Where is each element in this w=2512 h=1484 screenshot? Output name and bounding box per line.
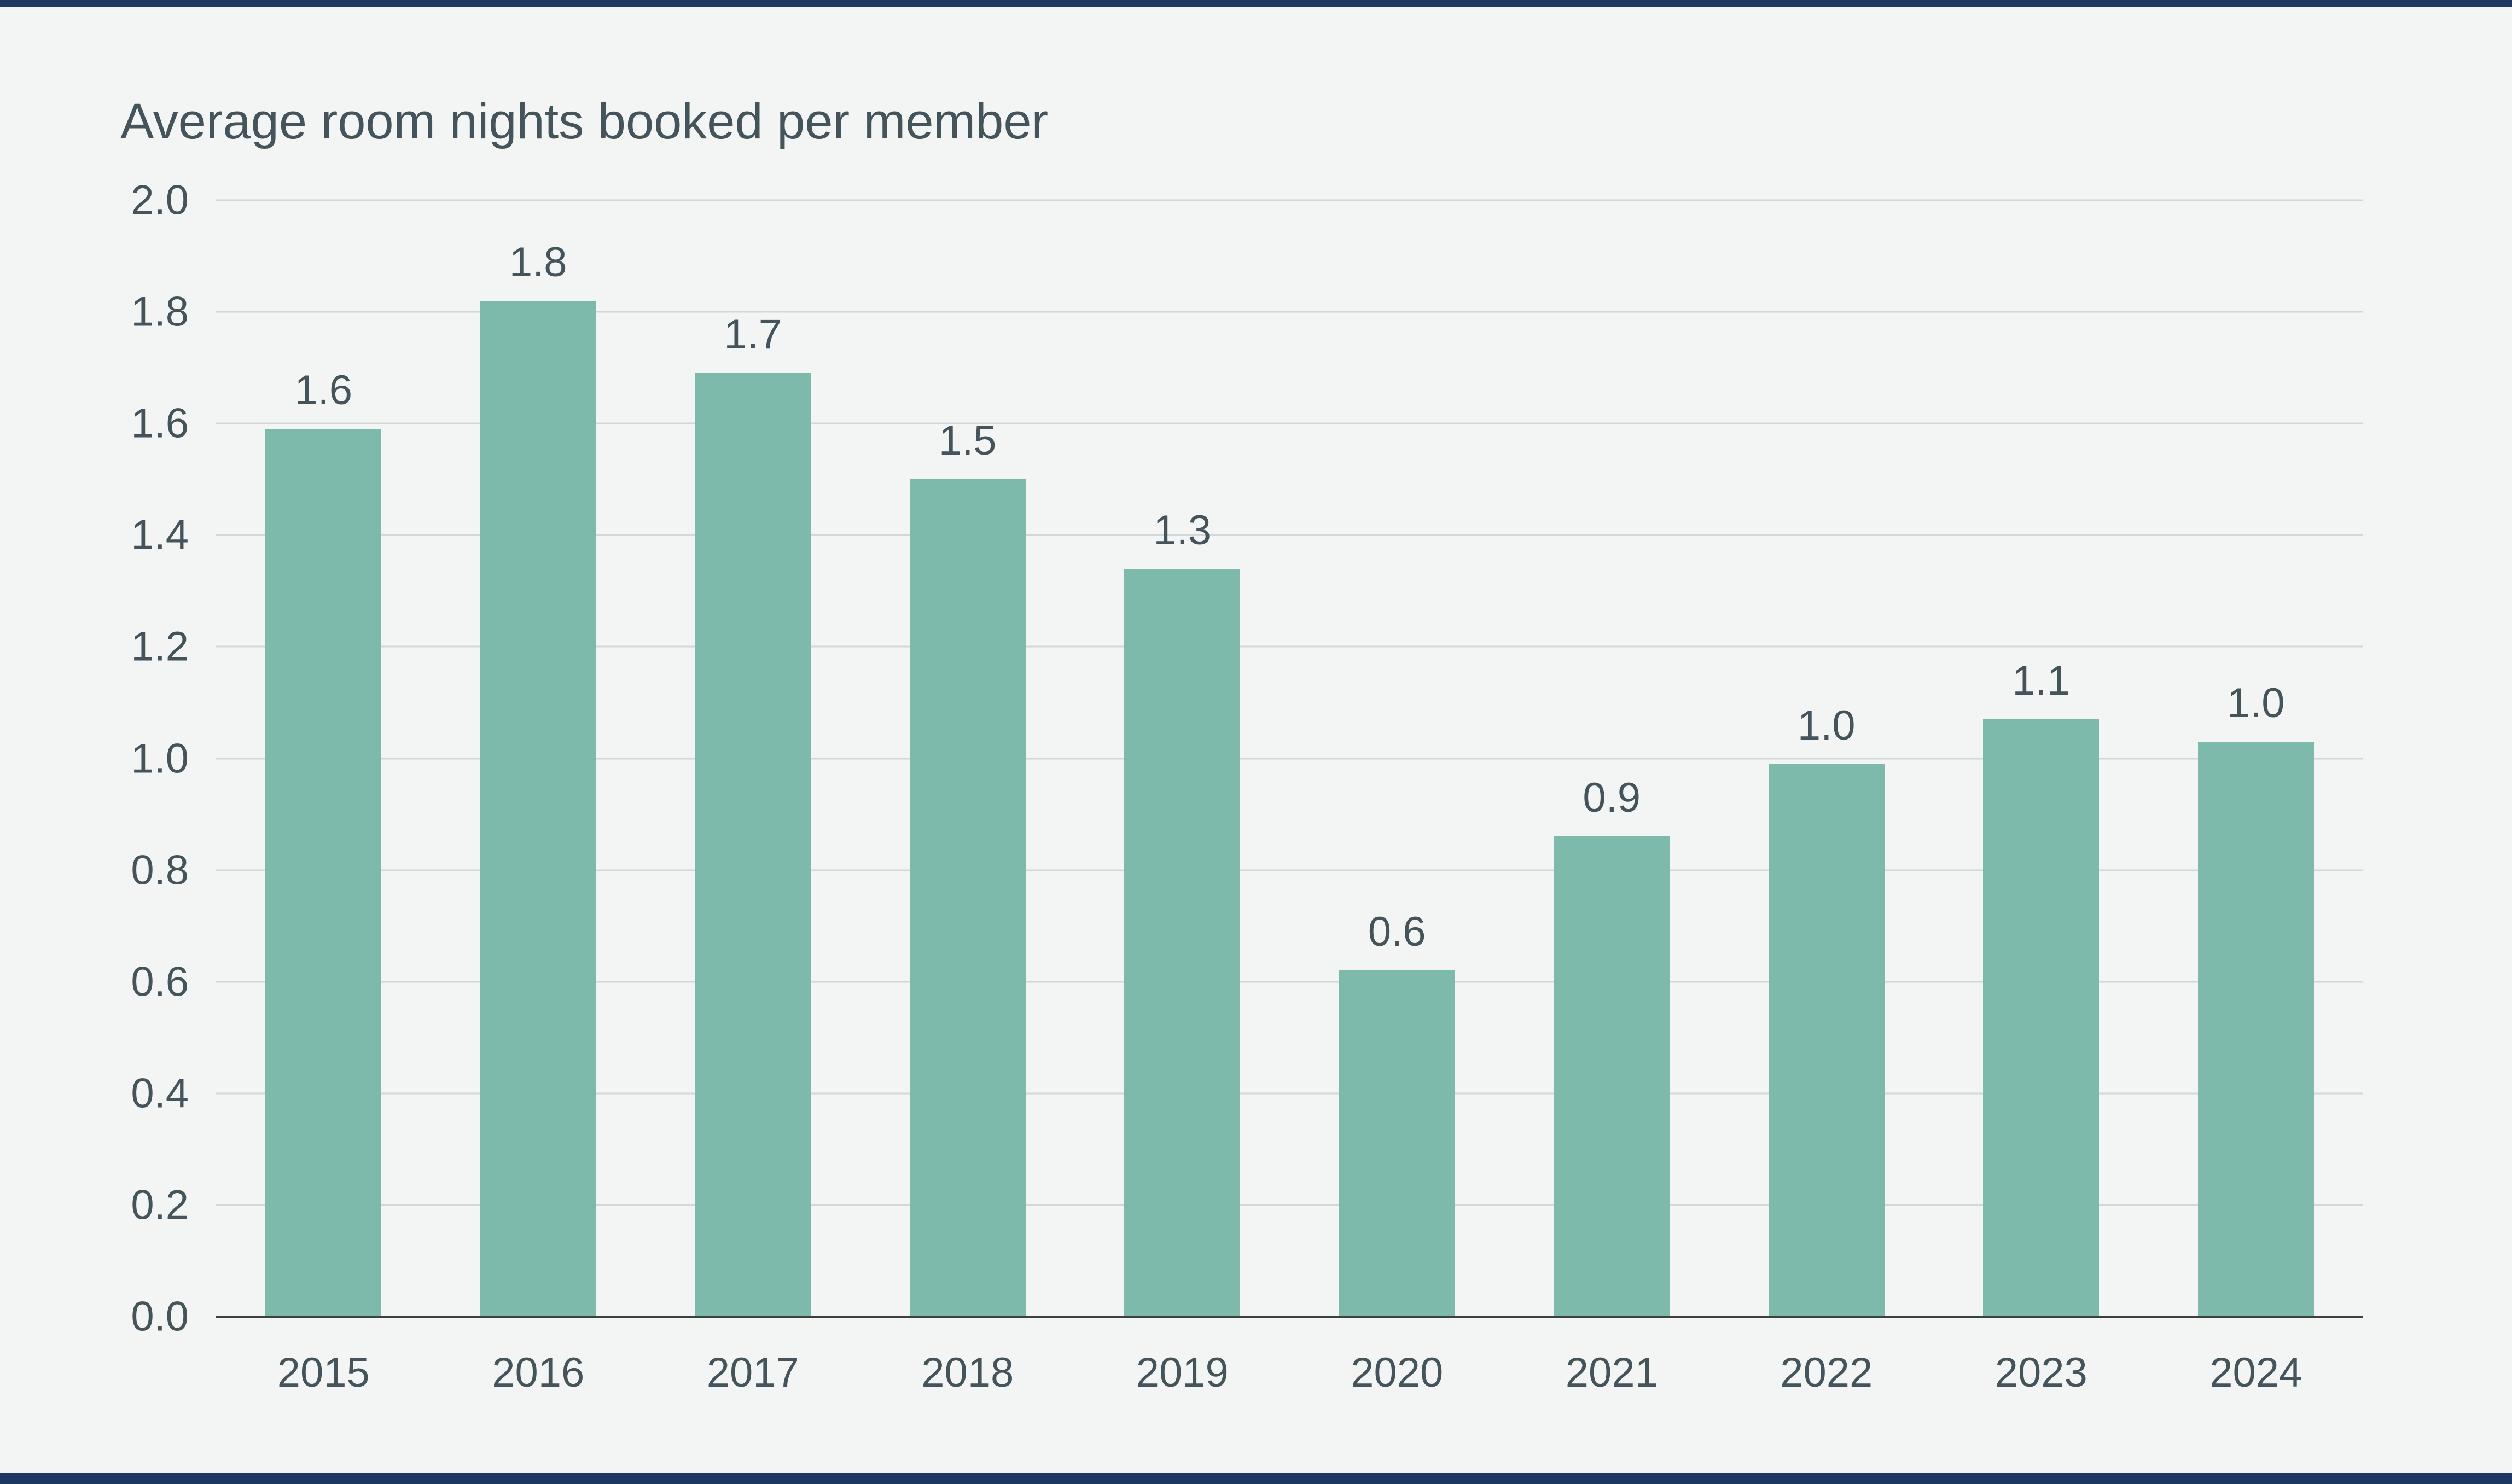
bar-2017 xyxy=(695,373,811,1317)
bar-2019 xyxy=(1124,568,1241,1317)
bar-2018 xyxy=(909,479,1026,1317)
gridline-0.2 xyxy=(216,1204,2363,1206)
bar-value-label-2022: 1.0 xyxy=(1797,702,1856,749)
chart-title: Average room nights booked per member xyxy=(120,94,1049,149)
bar-group-2018: 1.5 xyxy=(860,200,1075,1317)
x-tick-2015: 2015 xyxy=(277,1349,370,1396)
gridlines xyxy=(216,199,2363,1317)
bar-group-2017: 1.7 xyxy=(646,200,860,1317)
bar-2023 xyxy=(1983,719,2100,1317)
gridline-1.2 xyxy=(216,645,2363,648)
gridline-0.4 xyxy=(216,1092,2363,1095)
bar-group-2019: 1.3 xyxy=(1075,200,1290,1317)
bar-2015 xyxy=(265,429,382,1317)
x-tick-2020: 2020 xyxy=(1351,1349,1444,1396)
bar-chart-plot-area: 1.6 1.8 1.7 1.5 1.3 0.6 0.9 1.0 1.1 1.0 xyxy=(216,199,2363,1318)
y-tick-label-0.2: 0.2 xyxy=(131,1182,189,1229)
x-tick-2024: 2024 xyxy=(2209,1349,2302,1396)
bar-group-2023: 1.1 xyxy=(1934,200,2149,1317)
x-tick-2018: 2018 xyxy=(921,1349,1014,1396)
x-tick-2022: 2022 xyxy=(1780,1349,1873,1396)
y-tick-label-1.6: 1.6 xyxy=(131,400,189,447)
x-tick-2023: 2023 xyxy=(1995,1349,2087,1396)
gridline-1.6 xyxy=(216,422,2363,424)
gridline-1.4 xyxy=(216,534,2363,536)
bar-value-label-2017: 1.7 xyxy=(724,311,782,358)
bar-group-2020: 0.6 xyxy=(1290,200,1505,1317)
gridline-1.8 xyxy=(216,311,2363,313)
bar-group-2024: 1.0 xyxy=(2149,200,2364,1317)
bar-value-label-2023: 1.1 xyxy=(2012,657,2071,705)
y-tick-label-1.0: 1.0 xyxy=(131,735,189,782)
gridline-2.0 xyxy=(216,199,2363,201)
bar-value-label-2020: 0.6 xyxy=(1368,909,1426,956)
x-tick-2017: 2017 xyxy=(706,1349,799,1396)
bar-group-2021: 0.9 xyxy=(1504,200,1719,1317)
bar-2024 xyxy=(2197,741,2314,1317)
y-tick-label-1.8: 1.8 xyxy=(131,288,189,335)
bar-2016 xyxy=(480,300,596,1317)
bar-value-label-2019: 1.3 xyxy=(1153,507,1212,554)
bar-group-2016: 1.8 xyxy=(431,200,646,1317)
y-axis-tick-labels: 0.0 0.2 0.4 0.6 0.8 1.0 1.2 1.4 1.6 1.8 2.0 xyxy=(0,177,189,1340)
top-accent-bar xyxy=(0,0,2512,9)
x-tick-2016: 2016 xyxy=(492,1349,585,1396)
y-tick-label-0.8: 0.8 xyxy=(131,847,189,894)
x-tick-2021: 2021 xyxy=(1565,1349,1658,1396)
bar-value-label-2016: 1.8 xyxy=(509,238,567,286)
bar-group-2015: 1.6 xyxy=(216,200,431,1317)
gridline-1.0 xyxy=(216,758,2363,759)
y-tick-label-0.0: 0.0 xyxy=(131,1293,189,1340)
gridline-0.6 xyxy=(216,981,2363,983)
bars: 1.6 1.8 1.7 1.5 1.3 0.6 0.9 1.0 1.1 1.0 xyxy=(216,200,2363,1317)
x-tick-2019: 2019 xyxy=(1136,1349,1229,1396)
y-tick-label-1.4: 1.4 xyxy=(131,511,189,558)
bar-value-label-2021: 0.9 xyxy=(1583,775,1641,822)
bar-value-label-2024: 1.0 xyxy=(2226,679,2285,726)
bar-group-2022: 1.0 xyxy=(1719,200,1934,1317)
bottom-accent-bar xyxy=(0,1473,2512,1484)
x-axis-line xyxy=(216,1316,2363,1318)
gridline-0.8 xyxy=(216,869,2363,871)
y-tick-label-1.2: 1.2 xyxy=(131,623,189,670)
y-tick-label-0.4: 0.4 xyxy=(131,1070,189,1117)
bar-value-label-2015: 1.6 xyxy=(294,367,353,414)
y-tick-label-0.6: 0.6 xyxy=(131,958,189,1005)
bar-2020 xyxy=(1339,970,1455,1317)
y-tick-label-2.0: 2.0 xyxy=(131,177,189,224)
bar-2021 xyxy=(1554,836,1670,1317)
bar-2022 xyxy=(1768,764,1885,1317)
x-axis-tick-labels: 2015 2016 2017 2018 2019 2020 2021 2022 2023 2024 xyxy=(216,1343,2363,1403)
bar-value-label-2018: 1.5 xyxy=(938,417,997,464)
